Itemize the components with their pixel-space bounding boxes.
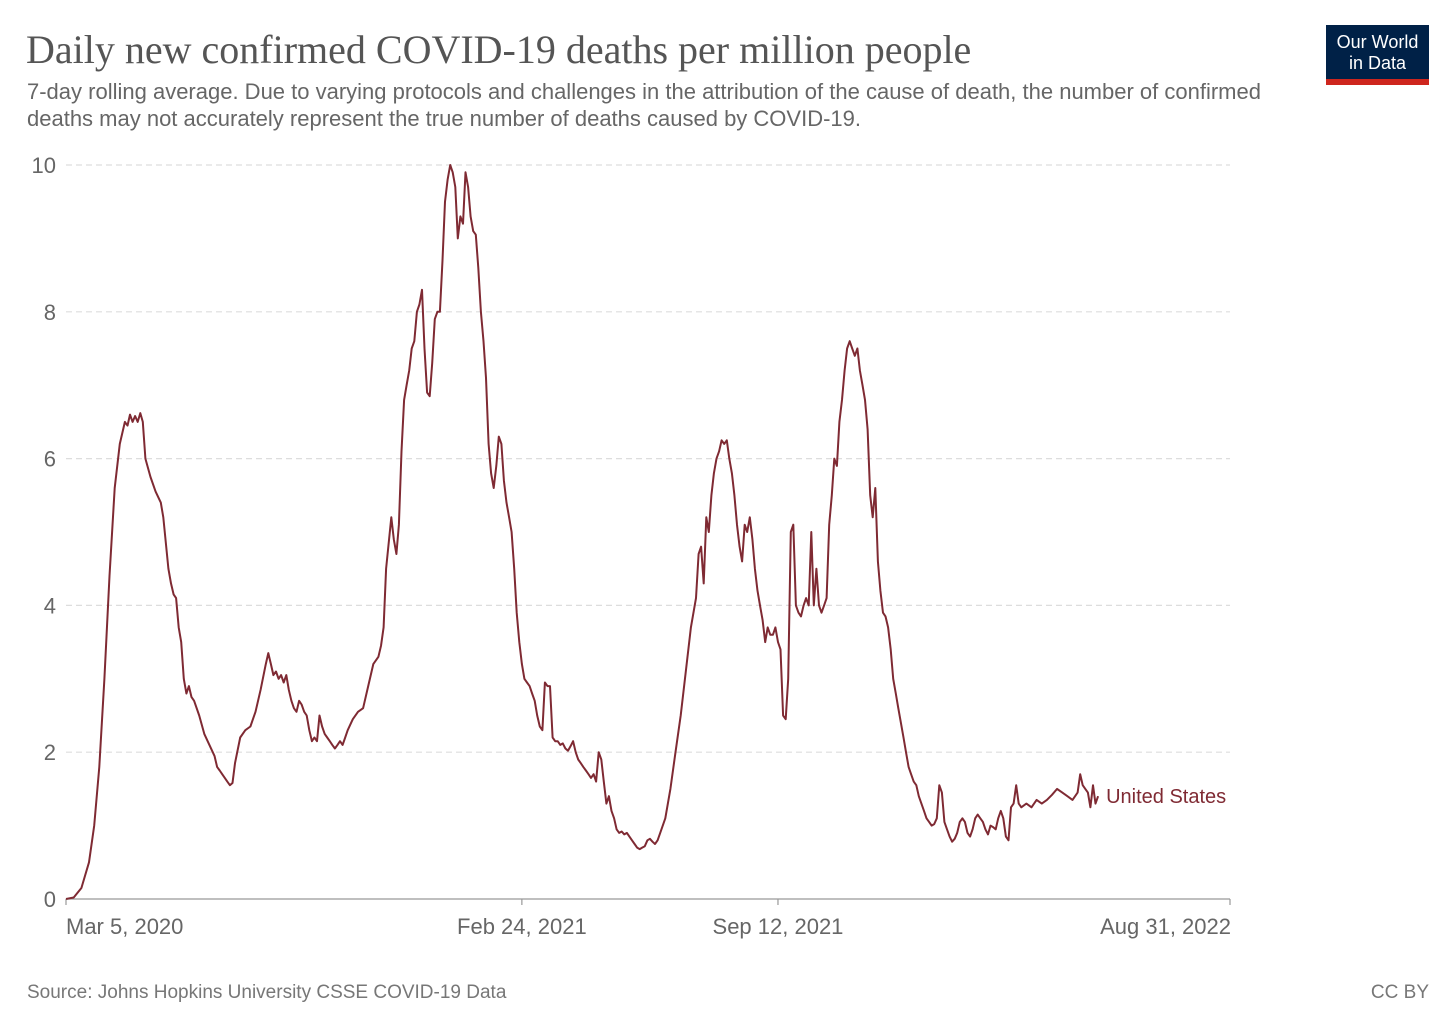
series-label: United States — [1106, 786, 1226, 808]
series-line-united-states — [66, 165, 1098, 899]
y-tick-label: 8 — [44, 300, 56, 325]
x-tick-label: Mar 5, 2020 — [66, 914, 183, 939]
y-tick-label: 2 — [44, 740, 56, 765]
license-label[interactable]: CC BY — [1371, 982, 1429, 1004]
x-tick-label: Sep 12, 2021 — [713, 914, 844, 939]
y-tick-label: 6 — [44, 447, 56, 472]
y-tick-label: 4 — [44, 593, 56, 618]
line-chart: 0 2 4 6 8 10 Mar 5, 2020 Feb 24, 2021 Sep 12, 20… — [0, 0, 1456, 1028]
x-tick-label: Aug 31, 2022 — [1100, 914, 1231, 939]
y-tick-label: 0 — [44, 887, 56, 912]
x-tick-label: Feb 24, 2021 — [457, 914, 587, 939]
source-note[interactable]: Source: Johns Hopkins University CSSE CO… — [27, 982, 506, 1004]
y-tick-label: 10 — [32, 153, 56, 178]
